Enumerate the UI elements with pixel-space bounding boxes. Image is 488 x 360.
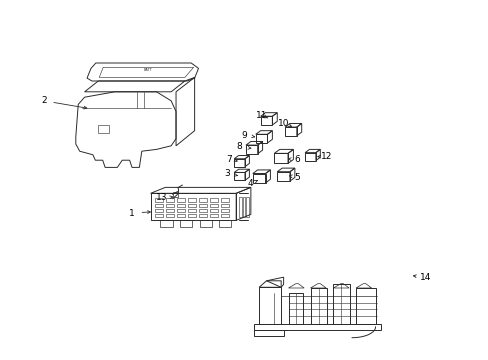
Text: 13: 13 bbox=[155, 194, 167, 202]
Text: 10: 10 bbox=[277, 118, 289, 127]
Text: 5: 5 bbox=[294, 173, 300, 181]
Text: 9: 9 bbox=[241, 130, 247, 139]
Text: 6: 6 bbox=[293, 154, 299, 163]
Text: 12: 12 bbox=[320, 152, 332, 161]
Text: 14: 14 bbox=[419, 273, 430, 282]
Text: BATT: BATT bbox=[143, 68, 152, 72]
Text: 8: 8 bbox=[236, 143, 242, 152]
Text: 1: 1 bbox=[129, 209, 135, 217]
Text: 3: 3 bbox=[224, 169, 230, 178]
Text: 11: 11 bbox=[255, 111, 267, 120]
Text: 4: 4 bbox=[247, 179, 253, 188]
Text: 2: 2 bbox=[41, 96, 47, 105]
Text: 7: 7 bbox=[225, 154, 231, 163]
